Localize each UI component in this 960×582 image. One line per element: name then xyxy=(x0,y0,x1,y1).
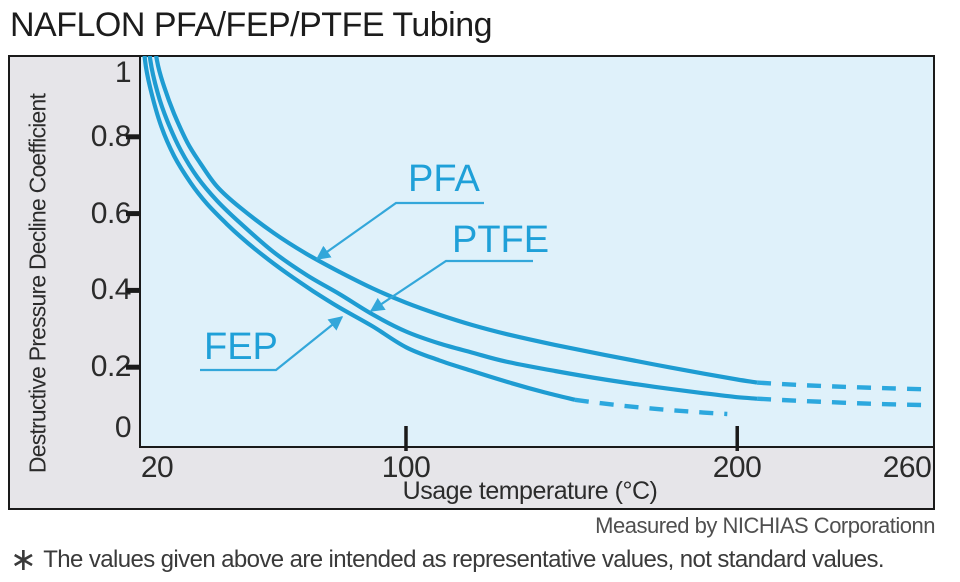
y-tick-label: 1 xyxy=(114,56,132,89)
footnote-asterisk: ∗ xyxy=(10,541,37,577)
y-axis-title: Destructive Pressure Decline Coefficient xyxy=(24,93,51,474)
page-title: NAFLON PFA/FEP/PTFE Tubing xyxy=(10,6,493,44)
y-tick-label: 0.4 xyxy=(90,273,132,307)
y-tick-label: 0.6 xyxy=(90,196,132,230)
series-label-fep: FEP xyxy=(204,326,278,368)
footnote: ∗ The values given above are intended as … xyxy=(10,540,885,578)
series-label-ptfe: PTFE xyxy=(452,219,550,261)
x-tick-label: 200 xyxy=(712,451,762,484)
x-tick-label: 20 xyxy=(140,451,174,484)
y-tick-label: 0.2 xyxy=(90,350,132,384)
series-label-pfa: PFA xyxy=(408,158,480,200)
x-axis-title: Usage temperature (°C) xyxy=(402,477,658,505)
x-tick-label: 260 xyxy=(882,451,932,484)
attribution: Measured by NICHIAS Corporationn xyxy=(595,513,935,538)
y-tick-label: 0.8 xyxy=(90,119,132,153)
footnote-text: The values given above are intended as r… xyxy=(43,546,884,573)
x-tick-label: 100 xyxy=(381,451,431,484)
y-tick-label: 0 xyxy=(114,411,132,444)
